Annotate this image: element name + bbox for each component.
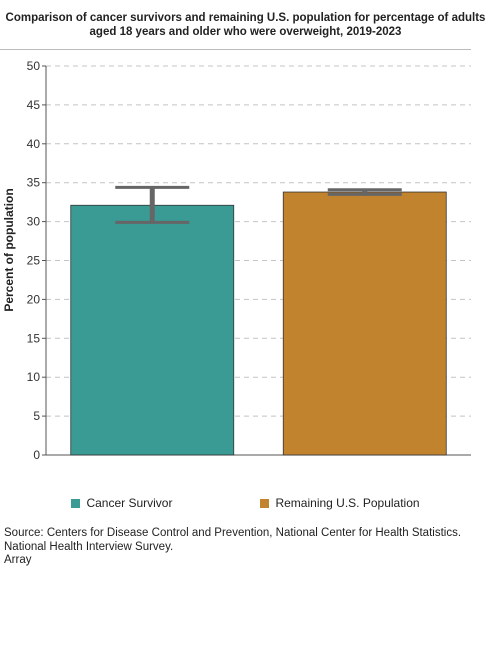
y-tick-label-15: 15 — [27, 331, 41, 345]
legend-label-remaining-population: Remaining U.S. Population — [275, 496, 420, 510]
y-tick-label-35: 35 — [27, 176, 41, 190]
error-bar-0 — [115, 185, 190, 224]
y-tick-label-40: 40 — [27, 137, 41, 151]
legend-item-cancer-survivor: Cancer Survivor — [71, 496, 172, 510]
title-divider — [0, 49, 471, 50]
y-axis-ticks: 0 5 10 15 20 25 30 35 40 45 50 — [27, 59, 46, 462]
y-tick-label-45: 45 — [27, 98, 41, 112]
source-note: Source: Centers for Disease Control and … — [4, 527, 489, 568]
legend-item-remaining-population: Remaining U.S. Population — [260, 496, 420, 510]
y-tick-label-50: 50 — [27, 59, 41, 73]
legend: Cancer Survivor Remaining U.S. Populatio… — [0, 496, 491, 510]
chart-title: Comparison of cancer survivors and remai… — [5, 12, 486, 38]
y-axis-label: Percent of population — [2, 188, 16, 311]
legend-swatch-remaining-population — [260, 498, 270, 508]
bar-cancer-survivor — [70, 204, 235, 456]
source-text: Source: Centers for Disease Control and … — [4, 527, 462, 553]
y-tick-label-5: 5 — [33, 409, 40, 423]
y-tick-label-25: 25 — [27, 254, 41, 268]
y-tick-label-30: 30 — [27, 215, 41, 229]
legend-swatch-cancer-survivor — [71, 498, 81, 508]
y-tick-label-10: 10 — [27, 370, 41, 384]
source-extra: Array — [4, 554, 32, 566]
y-tick-label-0: 0 — [33, 448, 40, 462]
legend-label-cancer-survivor: Cancer Survivor — [86, 496, 173, 510]
y-tick-label-20: 20 — [27, 292, 41, 306]
error-bar-1 — [327, 188, 402, 196]
bar-chart: 0 5 10 15 20 25 30 35 40 45 50 Percent of populati… — [2, 59, 471, 462]
error-bars — [115, 185, 402, 224]
bar-remaining-u-s-population — [282, 191, 447, 456]
bars — [70, 191, 447, 456]
